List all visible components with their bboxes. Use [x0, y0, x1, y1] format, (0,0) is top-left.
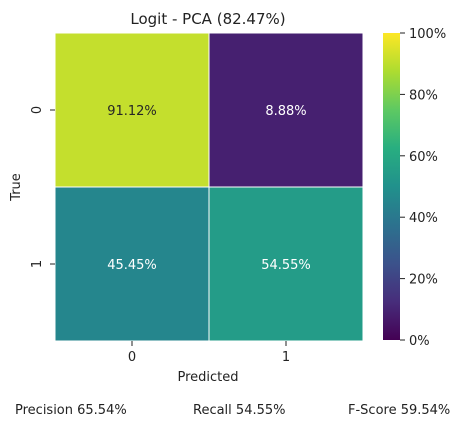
heatmap-cell	[54, 186, 210, 342]
colorbar-tick-label: 100%	[409, 27, 446, 42]
colorbar-tick-label: 60%	[409, 150, 438, 165]
colorbar-tick-label: 80%	[409, 88, 438, 103]
chart-title: Logit - PCA (82.47%)	[130, 10, 285, 28]
recall-metric: Recall 54.55%	[193, 403, 286, 418]
y-tick-label: 0	[30, 106, 45, 114]
y-tick-label: 1	[30, 260, 45, 268]
heatmap-cells: 91.12% 8.88% 45.45% 54.55%	[54, 32, 364, 342]
heatmap-chart: Logit - PCA (82.47%) 91.12% 8.88% 45.45% 54…	[9, 10, 446, 385]
heatmap-cell	[208, 186, 364, 342]
x-tick-label: 0	[128, 350, 136, 365]
colorbar-tick-label: 0%	[409, 334, 430, 349]
cell-label: 8.88%	[265, 104, 306, 119]
y-axis-label: True	[9, 173, 24, 202]
x-axis-label: Predicted	[177, 370, 238, 385]
heatmap-cell	[54, 32, 210, 188]
y-axis-ticks: 01	[30, 106, 55, 268]
colorbar-ticks: 0% 20% 40% 60% 80% 100%	[400, 27, 446, 349]
heatmap-cell	[208, 32, 364, 188]
colorbar-tick-label: 20%	[409, 273, 438, 288]
precision-metric: Precision 65.54%	[15, 403, 127, 418]
colorbar	[383, 33, 400, 340]
cell-label: 54.55%	[261, 258, 311, 273]
cell-label: 45.45%	[107, 258, 157, 273]
colorbar-tick-label: 40%	[409, 211, 438, 226]
cell-label: 91.12%	[107, 104, 157, 119]
x-tick-label: 1	[282, 350, 290, 365]
fscore-metric: F-Score 59.54%	[348, 403, 451, 418]
